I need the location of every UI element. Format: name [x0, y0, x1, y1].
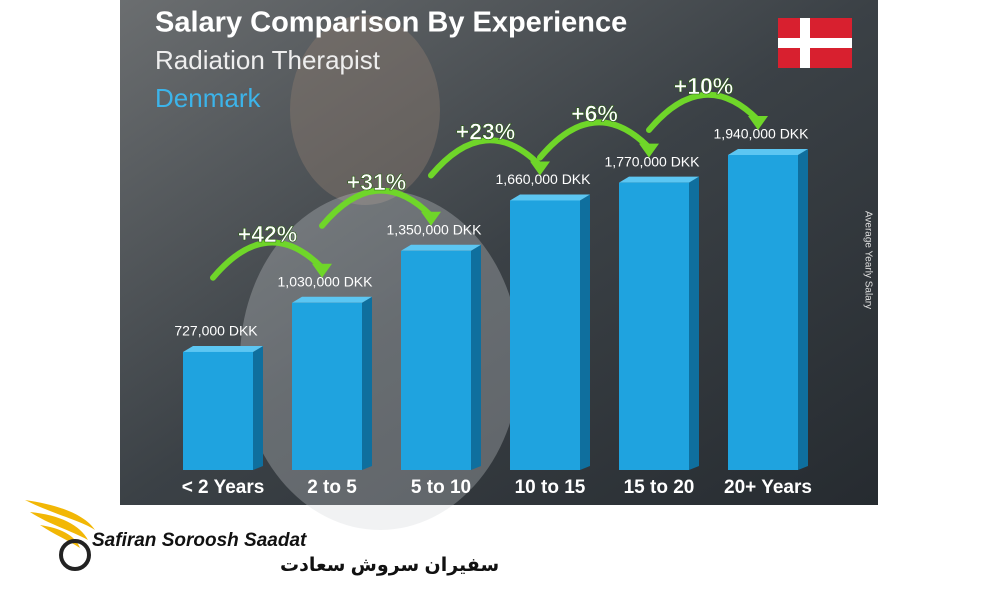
- bar: [728, 155, 798, 470]
- increase-arrowhead: [530, 161, 550, 176]
- x-tick-label: 2 to 5: [307, 477, 357, 498]
- increase-arrow: [646, 91, 761, 133]
- value-label: 1,350,000 DKK: [387, 222, 483, 238]
- increase-arrowhead: [312, 263, 332, 278]
- increase-arrowhead: [639, 143, 659, 158]
- country: Denmark: [155, 83, 261, 113]
- x-tick-label: 10 to 15: [515, 477, 586, 498]
- chart-title: Salary Comparison By Experience: [155, 7, 627, 39]
- value-label: 1,660,000 DKK: [496, 171, 592, 187]
- bar-side: [798, 149, 808, 470]
- bar-top: [401, 244, 481, 251]
- flag: [778, 18, 852, 68]
- increase-arrowhead: [748, 116, 768, 130]
- bar: [619, 182, 689, 470]
- y-axis-label: Average Yearly Salary: [862, 211, 873, 309]
- x-tick-label: 5 to 10: [411, 477, 471, 498]
- x-tick-label: 20+ Years: [724, 477, 812, 498]
- increase-label: +31%: [347, 169, 406, 195]
- increase-label: +23%: [456, 119, 515, 145]
- increase-arrow: [319, 187, 434, 229]
- value-label: 1,030,000 DKK: [278, 273, 374, 289]
- subtitle: Radiation Therapist: [155, 45, 381, 75]
- increase-arrowhead: [421, 211, 441, 226]
- bar-side: [471, 244, 481, 470]
- bar: [401, 250, 471, 470]
- bar-side: [580, 194, 590, 470]
- logo-name: Safiran Soroosh Saadat: [92, 530, 307, 551]
- bar: [292, 302, 362, 470]
- increase-arrow: [537, 119, 652, 161]
- increase-arrow: [428, 137, 543, 179]
- logo: [25, 500, 95, 571]
- increase-arrow: [210, 239, 325, 281]
- x-tick-label: 15 to 20: [624, 477, 695, 498]
- bar-side: [253, 345, 263, 470]
- bar-top: [619, 176, 699, 183]
- value-label: 1,940,000 DKK: [714, 126, 810, 142]
- bar-top: [292, 296, 372, 303]
- value-label: 727,000 DKK: [174, 323, 258, 339]
- increase-label: +6%: [571, 101, 618, 127]
- increase-label: +42%: [238, 221, 297, 247]
- logo-name-fa: سفیران سروش سعادت: [280, 555, 499, 576]
- bar-top: [728, 149, 808, 155]
- bar: [510, 200, 580, 470]
- bar-side: [362, 296, 372, 470]
- x-tick-label: < 2 Years: [182, 477, 265, 498]
- bar-top: [183, 345, 263, 352]
- bar-top: [510, 194, 590, 201]
- person-silhouette: [290, 15, 440, 205]
- value-label: 1,770,000 DKK: [605, 153, 701, 169]
- bar-side: [689, 176, 699, 470]
- increase-label: +10%: [674, 73, 733, 99]
- bar: [183, 351, 253, 470]
